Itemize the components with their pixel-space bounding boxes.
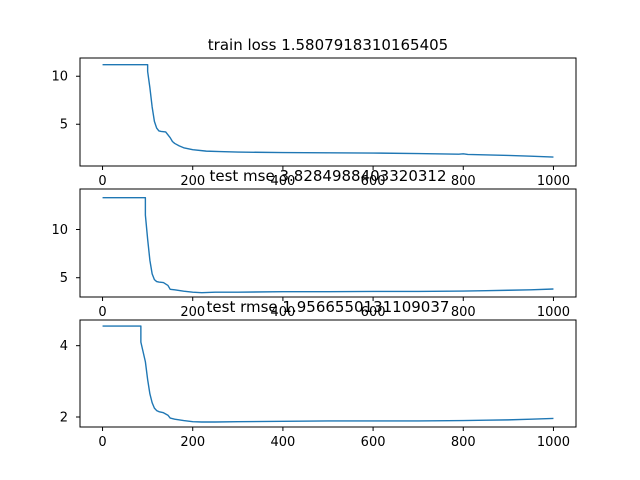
- axes-frame: [79, 188, 577, 298]
- chart-title: train loss 1.5807918310165405: [208, 36, 448, 54]
- series-line: [102, 325, 554, 423]
- x-tick-label: 0: [98, 305, 106, 320]
- x-tick-label: 1000: [537, 305, 570, 320]
- x-tick-label: 600: [361, 435, 386, 450]
- x-tick-label: 0: [98, 174, 106, 189]
- x-tick-label: 400: [270, 435, 295, 450]
- chart-title: test mse 3.8284988403320312: [209, 167, 446, 185]
- y-tick-label: 2: [60, 411, 68, 426]
- x-tick-label: 400: [270, 305, 295, 320]
- chart-title: test rmse 1.9566550131109037: [207, 298, 450, 316]
- x-tick-label: 0: [98, 435, 106, 450]
- x-tick-label: 200: [180, 174, 205, 189]
- x-tick-label: 600: [361, 305, 386, 320]
- x-tick-label: 400: [270, 174, 295, 189]
- axes-frame: [79, 319, 577, 428]
- y-tick-label: 10: [51, 223, 68, 238]
- x-tick-label: 800: [451, 174, 476, 189]
- x-tick-label: 200: [180, 435, 205, 450]
- series-line: [102, 64, 554, 158]
- y-tick-label: 5: [60, 118, 68, 133]
- x-tick-label: 1000: [537, 435, 570, 450]
- subplot-1: 0 200 400 600 800 1000 5 10 train loss 1.5807918…: [51, 36, 577, 189]
- subplot-2: 0 200 400 600 800 1000 5 10 test mse 3.828498840…: [51, 167, 577, 320]
- subplot-3: 0 200 400 600 800 1000 2 4 test rmse 1.956655013…: [60, 298, 577, 450]
- y-tick-label: 4: [60, 339, 68, 354]
- axes-frame: [79, 57, 577, 167]
- x-tick-label: 800: [451, 435, 476, 450]
- x-tick-label: 800: [451, 305, 476, 320]
- y-tick-label: 5: [60, 271, 68, 286]
- x-tick-label: 200: [180, 305, 205, 320]
- y-tick-label: 10: [51, 70, 68, 85]
- x-tick-label: 600: [361, 174, 386, 189]
- x-tick-label: 1000: [537, 174, 570, 189]
- series-line: [102, 196, 554, 294]
